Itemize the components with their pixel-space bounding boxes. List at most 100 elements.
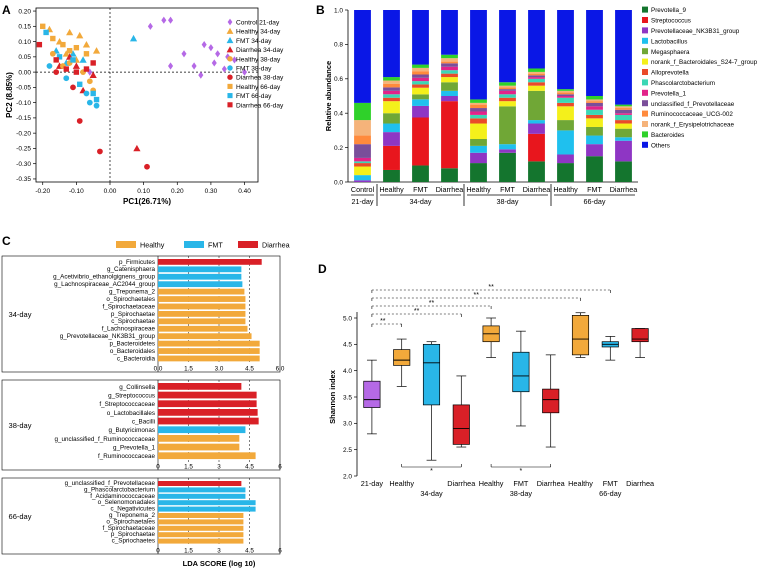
lda-bar xyxy=(158,348,260,354)
stacked-bar-segment xyxy=(586,135,603,145)
panel-b-stacked-bar: B 0.0 0.2 0.4 0.6 0.8 1.0 Relative abundance Con… xyxy=(316,3,758,206)
y-tick-label: -0.10 xyxy=(16,100,31,107)
legend-swatch xyxy=(642,131,648,138)
stacked-bar-segment xyxy=(586,144,603,157)
legend-label: Control 21-day xyxy=(236,20,280,27)
legend-swatch xyxy=(642,37,648,44)
stacked-bar-segment xyxy=(354,163,371,167)
stacked-bar-segment xyxy=(441,70,458,74)
lda-bar xyxy=(158,443,240,451)
stacked-bar-segment xyxy=(383,101,400,114)
stacked-bar-segment xyxy=(499,10,516,83)
scatter-point xyxy=(86,99,93,106)
x-tick-label: -0.20 xyxy=(35,188,50,195)
stacked-bar-segment xyxy=(586,114,603,119)
y-tick-label: 0.6 xyxy=(334,76,343,83)
y-tick-label: -0.35 xyxy=(16,176,31,183)
group-label: 38-day xyxy=(510,489,533,498)
stacked-bar-segment xyxy=(412,81,429,85)
stacked-bar-segment xyxy=(412,10,429,65)
subplot-label: 34-day xyxy=(9,310,32,319)
bar-label: f_Ruminococcaceae xyxy=(98,453,156,460)
legend-label: norank_f_Erysipelotrichaceae xyxy=(651,122,734,129)
scatter-point xyxy=(83,66,90,72)
legend-label: FMT xyxy=(208,241,223,250)
scatter-point xyxy=(144,163,150,170)
bar-label: p_Bacteroidetes xyxy=(109,341,155,348)
panel-letter: C xyxy=(2,234,11,248)
stacked-bar-segment xyxy=(528,78,545,83)
lda-bar xyxy=(158,417,259,425)
scatter-point xyxy=(93,102,100,109)
stacked-bar-segment xyxy=(441,90,458,96)
scatter-point xyxy=(63,66,69,72)
legend-swatch xyxy=(642,27,648,34)
subplot-frame xyxy=(1,255,281,373)
legend-label: Others xyxy=(651,142,670,149)
stacked-bar-segment xyxy=(470,104,487,109)
plot-frame xyxy=(35,7,259,183)
x-tick-label: 1.5 xyxy=(184,366,193,373)
legend-label: Streptococcus xyxy=(651,18,691,25)
x-axis-label: PC1(26.71%) xyxy=(123,197,171,206)
legend-marker xyxy=(227,65,233,71)
bar-label: g_unclassified_f_Ruminococcaceae xyxy=(55,436,156,443)
legend-label: Bacteroides xyxy=(651,132,684,139)
group-label: 66-day xyxy=(584,197,606,206)
stacked-bar-segment xyxy=(586,109,603,115)
x-tick-label: Diarrhea xyxy=(447,479,476,488)
stacked-bar-segment xyxy=(441,96,458,102)
stacked-bar-segment xyxy=(354,102,371,121)
lda-bar xyxy=(158,355,260,362)
stacked-bar-segment xyxy=(499,101,516,107)
x-tick-label: 0.0 xyxy=(154,366,163,373)
legend-swatch xyxy=(642,79,648,86)
legend-label: Diarrhea 34-day xyxy=(236,47,284,54)
group-label: 34-day xyxy=(420,489,443,498)
scatter-point xyxy=(63,75,70,82)
stacked-bar-segment xyxy=(615,137,632,141)
stacked-bar-segment xyxy=(615,161,632,182)
y-tick-label: 2.5 xyxy=(343,447,352,454)
legend-swatch xyxy=(184,241,204,248)
stacked-bar-segment xyxy=(412,94,429,100)
y-tick-label: 0.05 xyxy=(18,54,31,61)
significance-label: * xyxy=(430,468,433,475)
bar-label: f_Spirochaetaceae xyxy=(102,303,155,310)
stacked-bar-segment xyxy=(528,85,545,91)
panel-letter: A xyxy=(2,3,11,17)
stacked-bar-segment xyxy=(528,77,545,79)
scatter-point xyxy=(43,29,49,36)
stacked-bar-segment xyxy=(470,10,487,100)
scatter-point xyxy=(168,16,174,24)
lda-bar xyxy=(158,452,256,460)
stacked-bar-segment xyxy=(499,149,516,153)
y-tick-label: 3.0 xyxy=(343,421,352,428)
stacked-bar-segment xyxy=(383,77,400,81)
scatter-point xyxy=(89,71,97,79)
y-tick-label: 5.0 xyxy=(343,315,352,322)
stacked-bar-segment xyxy=(586,106,603,110)
scatter-point xyxy=(79,56,87,63)
stacked-bar-segment xyxy=(557,154,574,164)
legend-marker xyxy=(226,46,234,53)
y-tick-label: -0.05 xyxy=(16,85,31,92)
lda-bar xyxy=(158,325,248,332)
stacked-bar-segment xyxy=(499,90,516,95)
legend-swatch xyxy=(642,110,648,117)
y-tick-label: 0.15 xyxy=(18,24,31,31)
x-tick-label: 4.5 xyxy=(245,464,254,471)
scatter-point xyxy=(231,56,237,64)
stacked-bar-segment xyxy=(412,64,429,68)
group-label: 34-day xyxy=(410,197,432,206)
scatter-point xyxy=(53,57,59,63)
stacked-bar-segment xyxy=(528,120,545,124)
stacked-bar-segment xyxy=(441,58,458,62)
x-tick-label: 3 xyxy=(217,464,221,471)
bar-label: o_Bacteroidales xyxy=(110,348,155,355)
stacked-bar-segment xyxy=(354,120,371,136)
x-tick-label: 1.5 xyxy=(184,548,193,555)
bar-label: p_Spirochaetae xyxy=(111,531,156,538)
x-axis-label: LDA SCORE (log 10) xyxy=(183,559,256,568)
bar-label: g_Butyricimonas xyxy=(108,427,155,434)
